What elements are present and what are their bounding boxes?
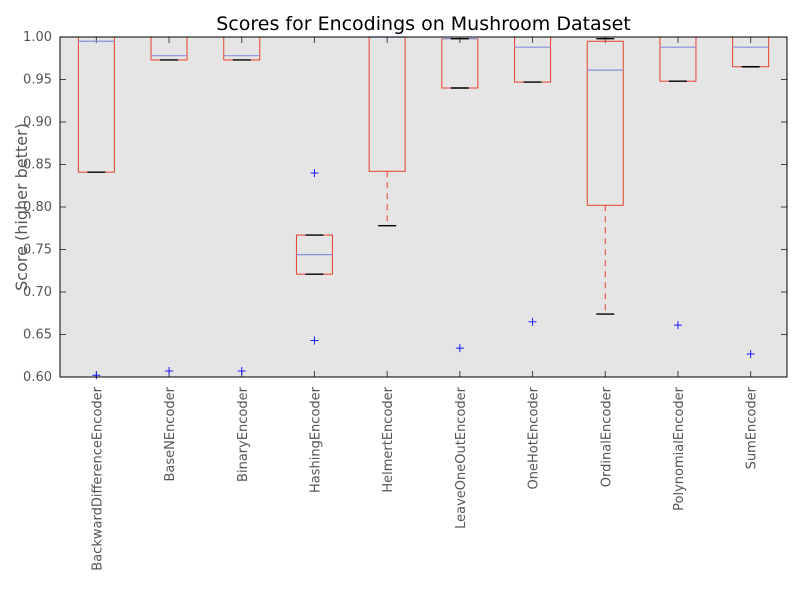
outlier-point: [310, 169, 319, 177]
x-tick-label: OrdinalEncoder: [599, 386, 614, 487]
y-tick-label: 0.70: [23, 285, 52, 300]
y-tick-label: 0.60: [23, 370, 52, 385]
y-tick-label: 0.65: [23, 328, 52, 343]
outlier-point: [528, 317, 537, 326]
box-LeaveOneOutEncoder: [441, 38, 479, 353]
outlier-point: [455, 344, 464, 353]
y-axis-label: Score (higher better): [12, 123, 31, 291]
x-tick-label: OneHotEncoder: [527, 386, 542, 489]
outlier-point: [237, 367, 246, 376]
outlier-point: [165, 367, 174, 376]
box-OrdinalEncoder: [586, 38, 624, 315]
x-tick-label: PolynomialEncoder: [672, 386, 687, 510]
x-tick-label: BinaryEncoder: [236, 386, 251, 482]
y-tick-label: 0.85: [23, 158, 52, 173]
outlier-point: [673, 321, 682, 330]
y-tick-label: 0.75: [23, 243, 52, 258]
plot-area: [60, 37, 787, 377]
outlier-point: [310, 336, 319, 345]
x-tick-label: SumEncoder: [745, 386, 760, 469]
chart-title: Scores for Encodings on Mushroom Dataset: [216, 13, 631, 35]
y-tick-label: 0.95: [23, 73, 52, 88]
y-tick-label: 0.80: [23, 200, 52, 215]
plot-frame: [59, 36, 788, 378]
x-tick-label: BackwardDifferenceEncoder: [90, 386, 105, 570]
x-tick-label: HashingEncoder: [308, 386, 323, 493]
outlier-point: [746, 350, 755, 359]
box-body: [586, 40, 624, 206]
x-tick-label: BaseNEncoder: [163, 386, 178, 481]
box-HashingEncoder: [295, 169, 333, 345]
outlier-point: [92, 371, 101, 380]
x-tick-label: HelmertEncoder: [381, 386, 396, 492]
y-tick-label: 1.00: [23, 30, 52, 45]
axis-ticks: 0.60 0.65 0.70 0.75 0.80 0.85 0.90 0.95 1.00 Back…: [23, 30, 787, 571]
x-tick-label: LeaveOneOutEncoder: [454, 386, 469, 529]
y-tick-label: 0.90: [23, 115, 52, 130]
